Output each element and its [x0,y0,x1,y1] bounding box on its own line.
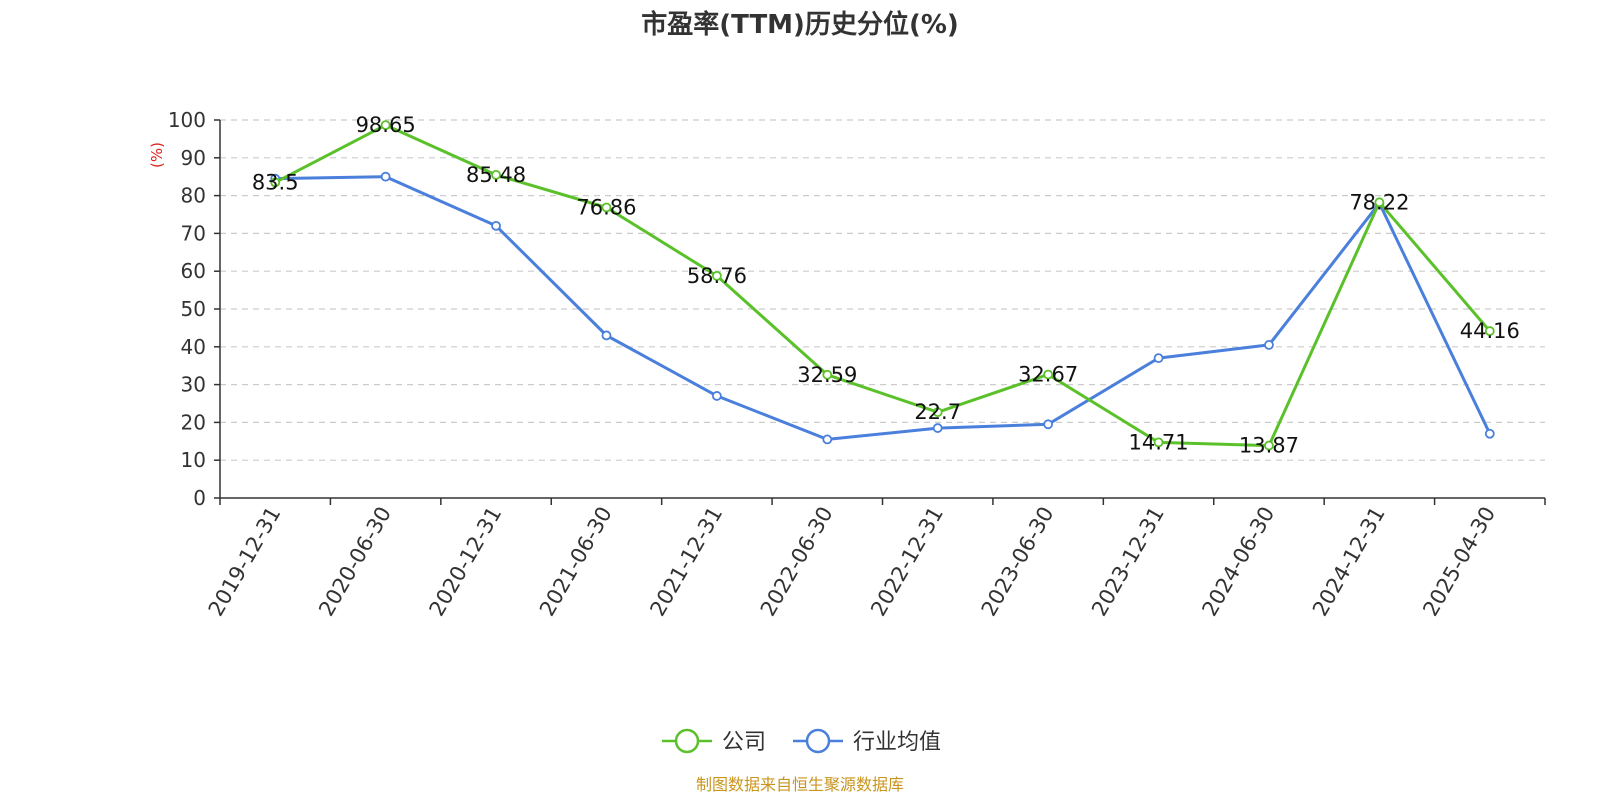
data-labels: 83.5 98.65 85.48 76.86 58.76 32.59 22.7 32.67 14… [252,113,1520,457]
axes [214,119,1546,505]
x-tick-labels: 2019-12-31 2020-06-30 2020-12-31 2021-06-30… [204,502,1500,620]
data-point [270,177,281,188]
data-label: 44.16 [1460,319,1520,343]
y-tick-labels: 0 10 20 30 40 50 60 70 80 90 100 [168,108,206,510]
data-point [1043,419,1054,430]
y-tick-label: 10 [181,448,206,472]
x-tick-label: 2019-12-31 [204,503,286,621]
source-note: 制图数据来自恒生聚源数据库 [696,775,904,794]
data-point [1264,340,1274,350]
data-label: 85.48 [466,163,526,187]
data-point [1153,437,1164,448]
data-label: 78.22 [1349,190,1409,214]
data-point [1374,197,1385,208]
data-point [932,407,943,418]
data-point [1043,369,1054,380]
data-point [601,202,612,213]
series-industry-average [270,171,1495,445]
y-tick-label: 90 [181,146,206,170]
y-tick-label: 20 [181,410,206,434]
y-tick-label: 50 [181,297,206,321]
data-point [1484,428,1495,439]
data-point [491,220,501,231]
chart-title: 市盈率(TTM)历史分位(%) [641,9,959,40]
legend-item: 行业均值 [793,728,941,755]
x-tick-label: 2022-06-30 [756,503,838,621]
data-point [1484,326,1495,336]
data-label: 76.86 [576,195,636,219]
data-point [822,434,833,445]
data-point [711,270,722,281]
legend-item: 公司 [662,728,766,755]
data-point [601,330,612,341]
data-point [932,423,943,433]
legend-label: 公司 [722,730,766,755]
x-tick-label: 2021-12-31 [645,503,727,621]
x-tick-label: 2020-12-31 [425,502,507,620]
legend-marker [674,728,700,754]
x-tick-label: 2025-04-30 [1418,503,1500,621]
legend: 公司 行业均值 [662,728,941,755]
series-line [274,123,1491,448]
series-company [270,120,1495,451]
x-tick-label: 2023-12-31 [1087,503,1169,621]
data-point [1264,440,1274,451]
grid-lines [220,119,1545,461]
data-label: 13.87 [1239,434,1299,458]
y-tick-label: 30 [181,373,206,397]
data-point [1153,353,1164,364]
y-tick-label: 100 [168,108,206,132]
series-line [275,175,1492,441]
x-tick-label: 2020-06-30 [314,503,396,621]
y-tick-label: 40 [181,335,206,359]
series-layer [270,120,1495,451]
y-tick-label: 60 [181,259,206,283]
y-axis-label: (%) [148,142,166,168]
x-tick-label: 2021-06-30 [535,503,617,621]
y-tick-label: 70 [181,221,206,245]
legend-label: 行业均值 [853,730,941,755]
data-point [711,391,722,401]
y-tick-label: 80 [181,184,206,208]
data-label: 22.7 [914,400,961,424]
data-label: 98.65 [356,113,416,137]
x-tick-label: 2023-06-30 [977,503,1059,621]
data-point [380,171,391,182]
data-label: 32.67 [1018,363,1078,387]
data-label: 32.59 [797,363,857,387]
data-label: 83.5 [252,170,299,194]
data-label: 58.76 [687,264,747,288]
x-tick-label: 2024-12-31 [1308,503,1390,621]
data-label: 14.71 [1128,430,1188,454]
y-tick-label: 0 [193,486,206,510]
x-tick-label: 2024-06-30 [1197,503,1279,621]
data-point [822,369,833,380]
data-point [491,169,501,180]
x-tick-label: 2022-12-31 [866,502,948,620]
legend-marker [805,728,831,754]
data-point [380,120,391,131]
